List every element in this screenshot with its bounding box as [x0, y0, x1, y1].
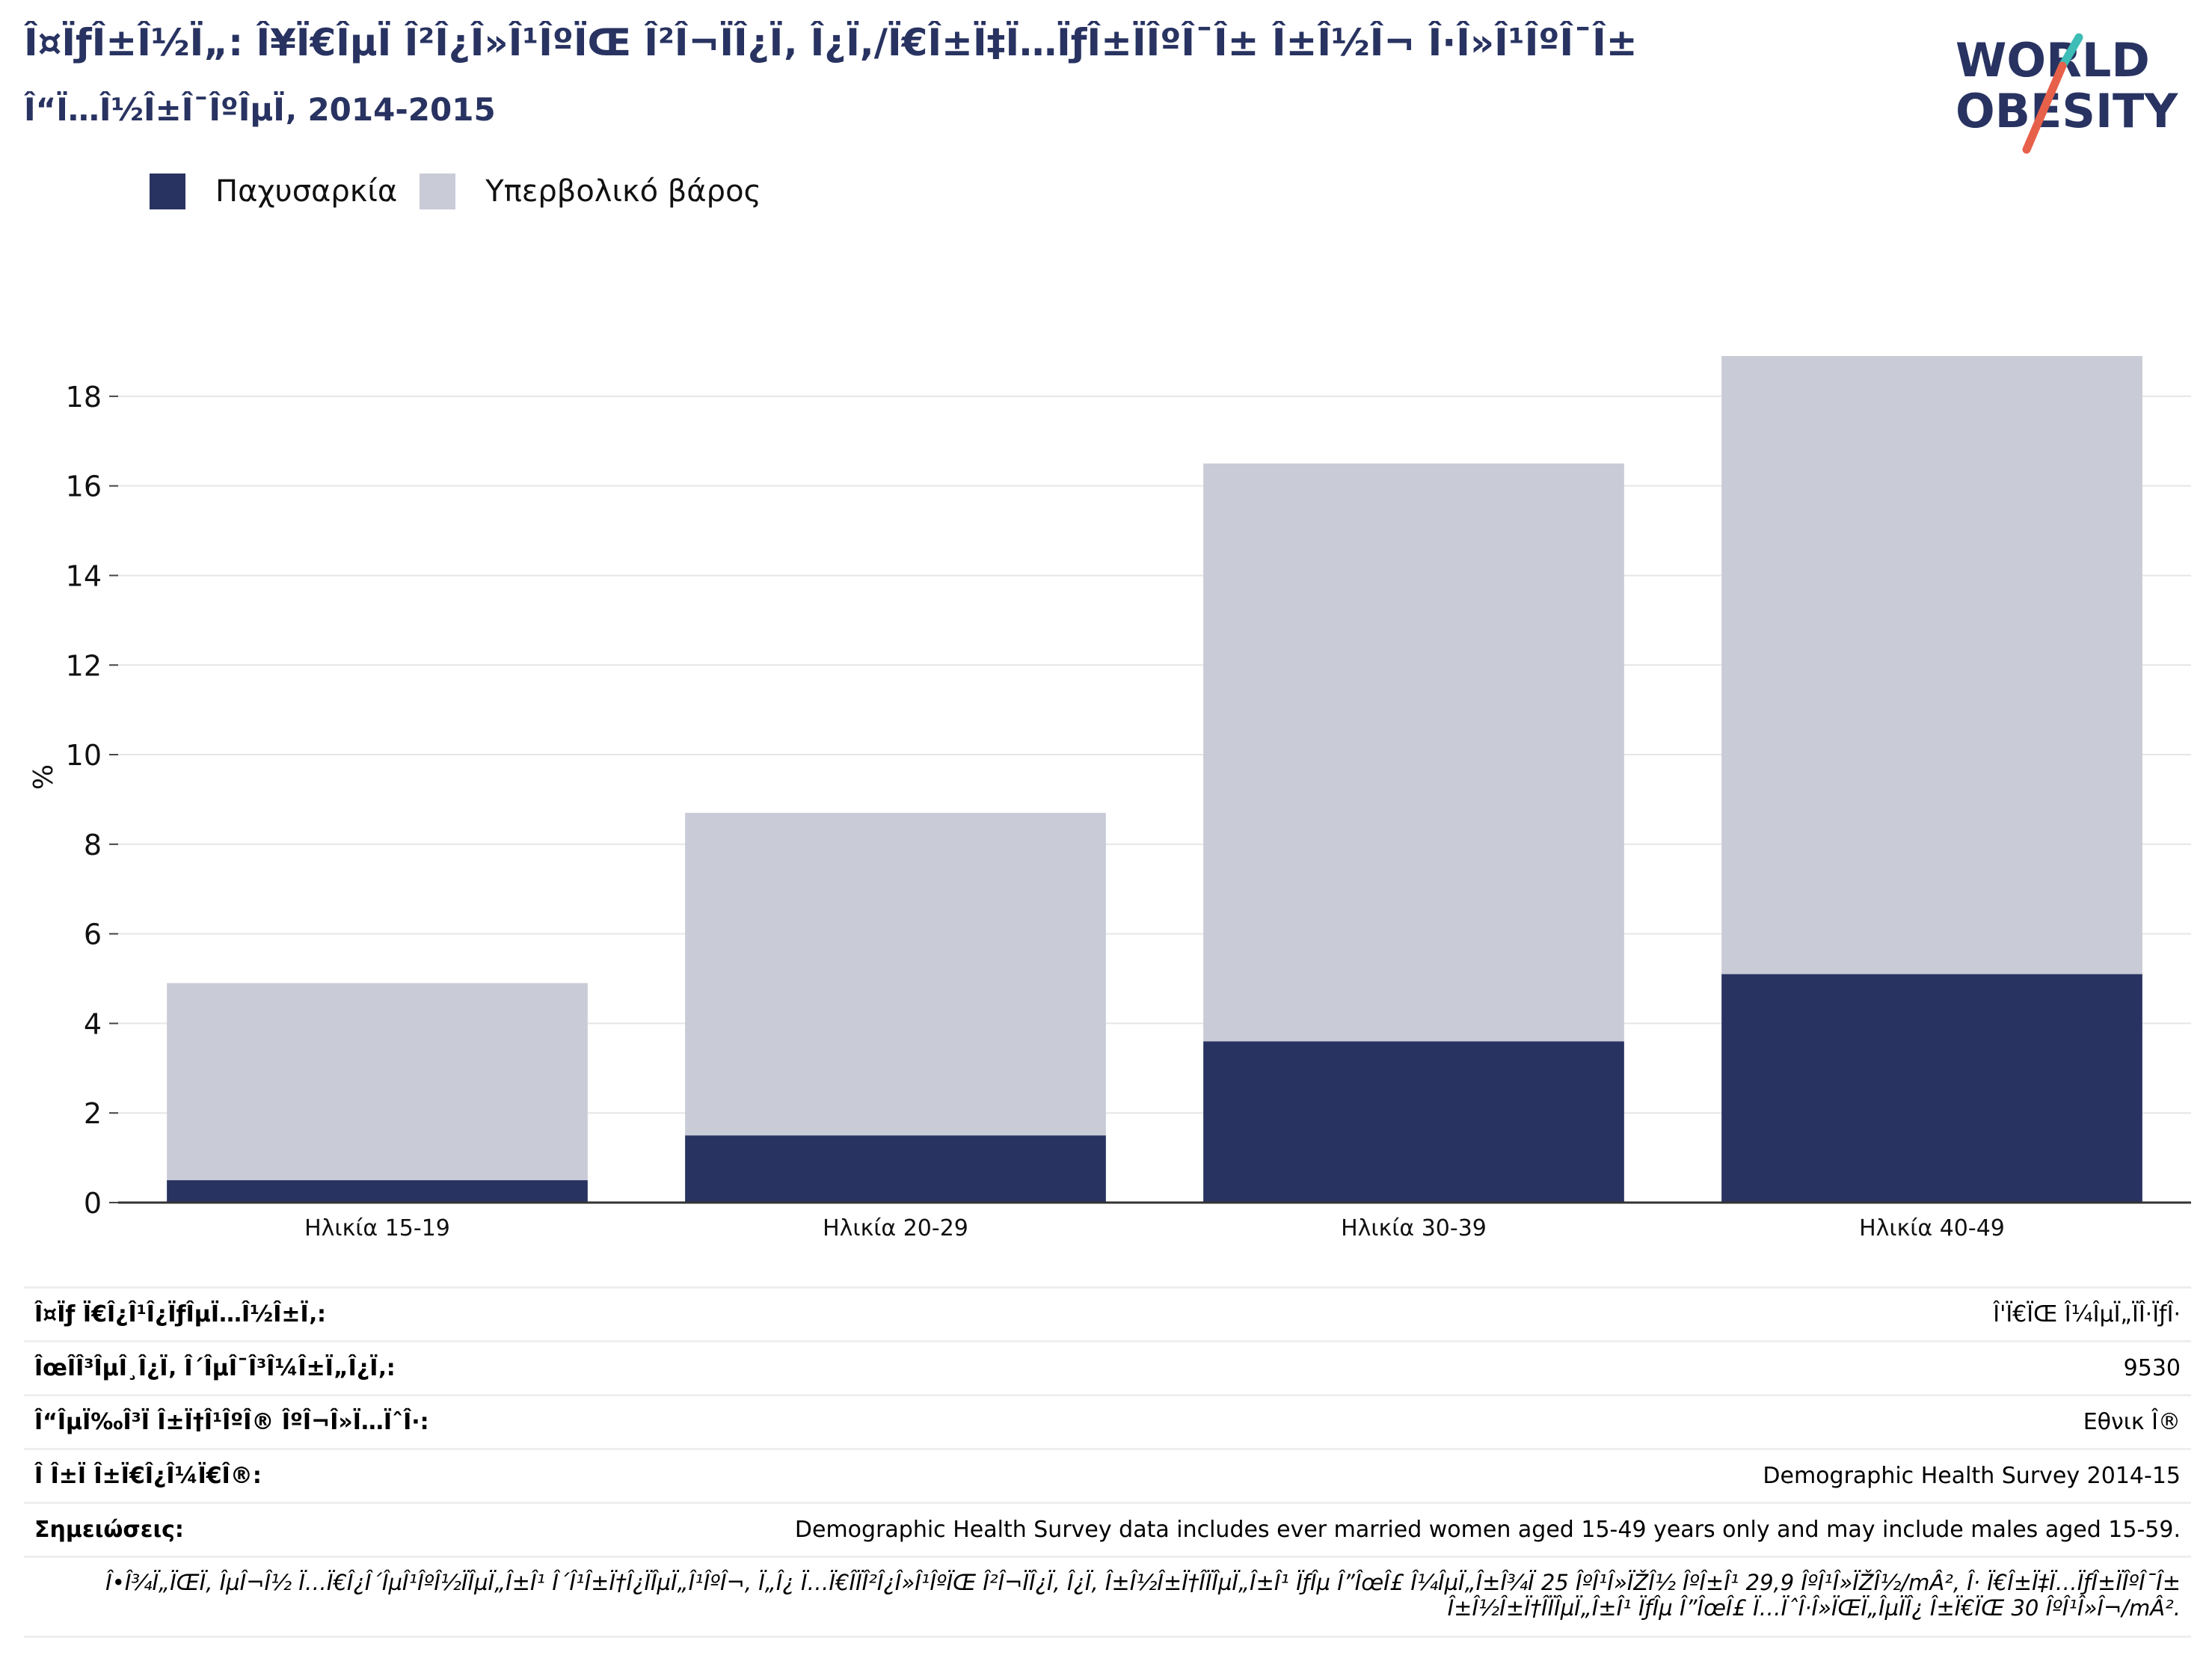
info-value: Demographic Health Survey data includes … [794, 1517, 2181, 1543]
bar-overweight [167, 983, 588, 1181]
y-tick-label: 18 [66, 381, 102, 414]
info-value: Demographic Health Survey 2014-15 [1763, 1463, 2181, 1489]
info-label: ÎœÎ­Î³ÎµÎ¸Î¿Ï‚ Î´ÎµÎ¯Î³Î¼Î±Ï„Î¿Ï‚: [34, 1355, 396, 1381]
legend-swatch-overweight [420, 174, 456, 209]
info-row-measurement: Î¤Ïƒ Ï€Î¿Î¹Î¿ÏƒÎµÏ…Î½Î±Ï‚: Î'Ï€ÏŒ Î¼ÎµÏ„… [24, 1286, 2191, 1340]
y-tick-label: 8 [84, 829, 102, 862]
logo-slash-red [2022, 61, 2067, 154]
x-tick-label: Ηλικία 40-49 [1859, 1215, 2005, 1241]
bar-obesity [685, 1135, 1106, 1203]
y-tick-label: 12 [66, 649, 102, 682]
world-obesity-logo: WORLD OBESITY [1956, 33, 2178, 154]
info-label: Î Î±Ï Î±Ï€Î¿Î¼Ï€Î®: [34, 1463, 262, 1489]
bar-overweight [685, 812, 1106, 1136]
legend: Παχυσαρκία Υπερβολικό βάρος [150, 174, 784, 209]
legend-swatch-obesity [150, 174, 185, 209]
x-tick-label: Ηλικία 30-39 [1341, 1215, 1487, 1241]
bar-obesity [1203, 1041, 1624, 1203]
bar-obesity [167, 1180, 588, 1203]
info-row-coverage: Î“ÎµÏ‰Î³Ï Î±Ï†Î¹ÎºÎ® ÎºÎ¬Î»Ï…ÏˆÎ·: Εθνικ… [24, 1394, 2191, 1448]
legend-item-obesity[interactable]: Παχυσαρκία [150, 174, 397, 209]
y-tick-label: 4 [84, 1007, 102, 1040]
footnote: Î•Î¾Ï„ÏŒÏ‚ ÎµÎ¬Î½ Ï…Ï€Î¿Î´ÎµÎ¹ÎºÎ½ÏÎµÏ„Î… [24, 1556, 2191, 1638]
y-axis-label: % [28, 764, 59, 790]
x-tick-label: Ηλικία 15-19 [304, 1215, 450, 1241]
info-value: Î'Ï€ÏŒ Î¼ÎµÏ„ÏÎ·ÏƒÎ· [1993, 1301, 2181, 1327]
y-tick-label: 10 [66, 739, 102, 772]
chart-title: Î¤ÏƒÎ±Î½Ï„: Î¥Ï€ÎµÏ Î²Î¿Î»Î¹ÎºÏŒ Î²Î¬ÏÎ¿… [24, 21, 1638, 64]
stacked-bar-chart: 0 2 4 6 8 10 12 14 16 18% Ηλικία 15-19 Ηλικία 20-29… [28, 355, 2191, 1241]
info-label: Î¤Ïƒ Ï€Î¿Î¹Î¿ÏƒÎµÏ…Î½Î±Ï‚: [34, 1301, 327, 1327]
y-tick-label: 2 [84, 1097, 102, 1130]
y-tick-label: 16 [66, 470, 102, 503]
logo-line-obesity: OBESITY [1956, 84, 2178, 138]
bar-obesity [1721, 974, 2142, 1203]
y-tick-label: 14 [66, 559, 102, 592]
bar-overweight [1721, 355, 2142, 974]
y-tick-label: 0 [84, 1187, 102, 1220]
x-tick-label: Ηλικία 20-29 [823, 1215, 968, 1241]
legend-item-overweight[interactable]: Υπερβολικό βάρος [420, 174, 761, 209]
legend-label-obesity: Παχυσαρκία [215, 174, 398, 209]
legend-label-overweight: Υπερβολικό βάρος [485, 174, 762, 209]
chart-subtitle: Î“Ï…Î½Î±Î¯ÎºÎµÏ‚ 2014-2015 [24, 91, 496, 128]
info-label: Î“ÎµÏ‰Î³Ï Î±Ï†Î¹ÎºÎ® ÎºÎ¬Î»Ï…ÏˆÎ·: [34, 1409, 429, 1435]
info-table: Î¤Ïƒ Ï€Î¿Î¹Î¿ÏƒÎµÏ…Î½Î±Ï‚: Î'Ï€ÏŒ Î¼ÎµÏ„… [24, 1286, 2191, 1638]
info-row-notes: Σημειώσεις: Demographic Health Survey da… [24, 1502, 2191, 1556]
info-value: 9530 [2123, 1355, 2181, 1381]
info-value: Εθνικ Î® [2083, 1409, 2181, 1435]
logo-slash-teal [2058, 33, 2083, 70]
info-label: Σημειώσεις: [34, 1517, 184, 1543]
info-row-sample-size: ÎœÎ­Î³ÎµÎ¸Î¿Ï‚ Î´ÎµÎ¯Î³Î¼Î±Ï„Î¿Ï‚: 9530 [24, 1340, 2191, 1394]
info-row-reference: Î Î±Ï Î±Ï€Î¿Î¼Ï€Î®: Demographic Health S… [24, 1448, 2191, 1502]
bar-overweight [1203, 463, 1624, 1042]
y-tick-label: 6 [84, 918, 102, 951]
